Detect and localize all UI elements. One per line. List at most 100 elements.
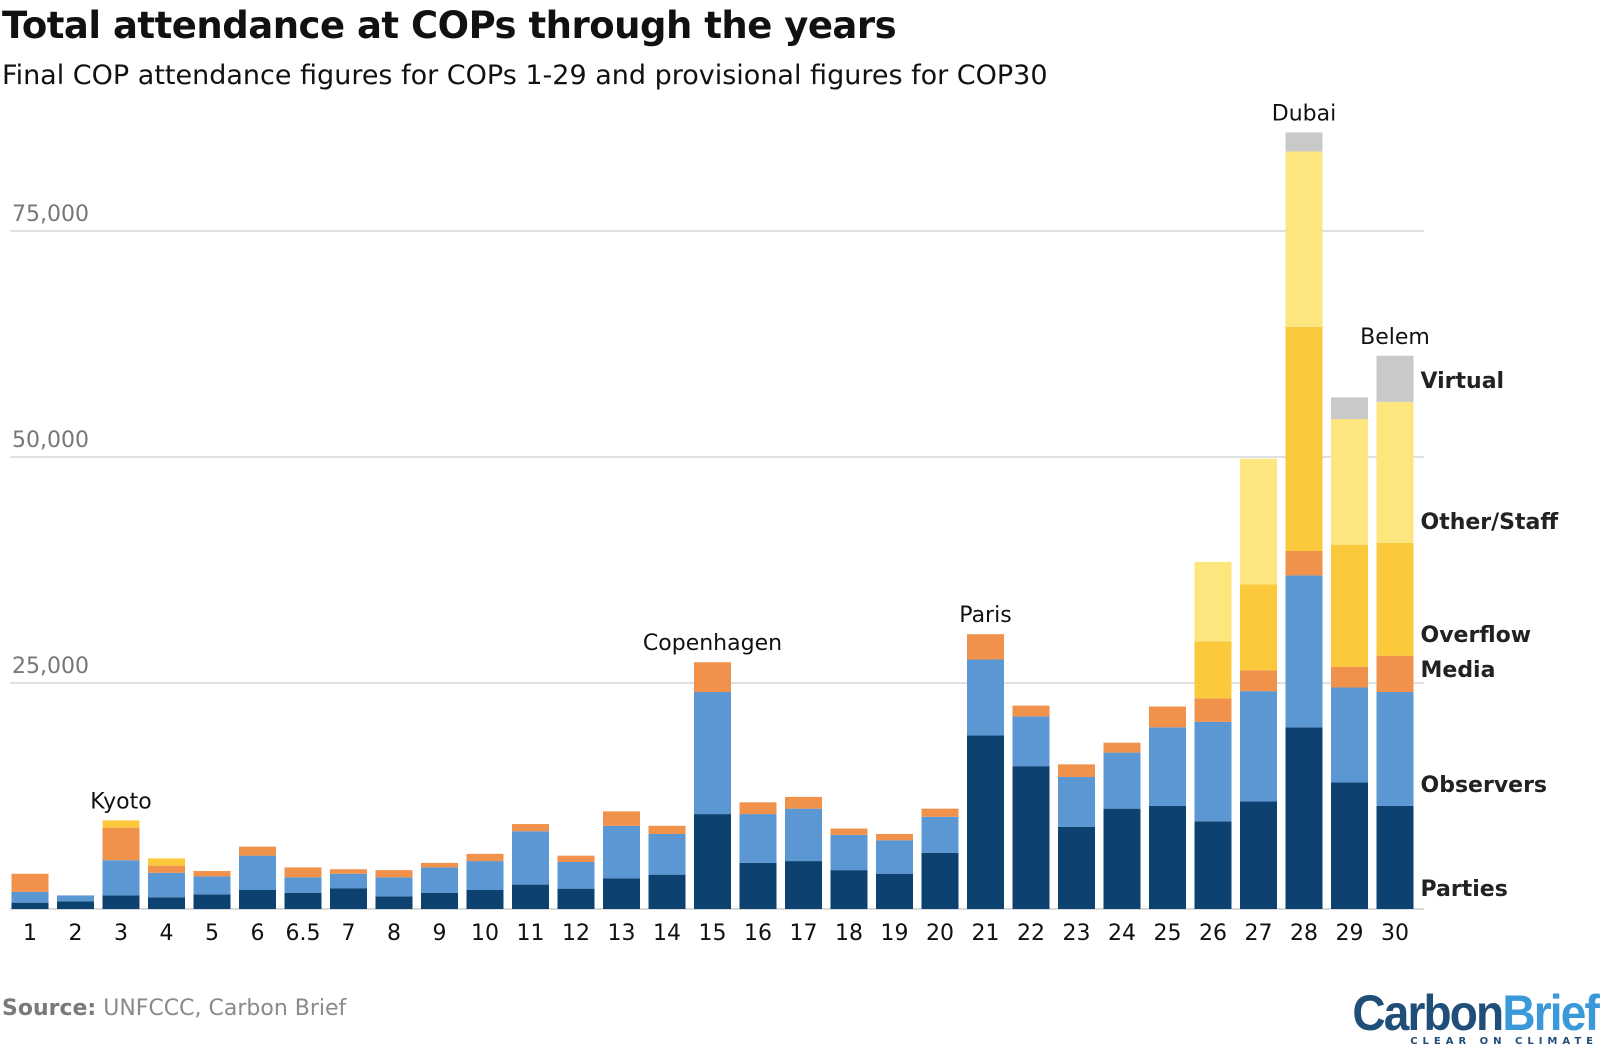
x-tick-label: 10 — [471, 921, 499, 946]
bar-segment-other-staff — [1194, 561, 1232, 642]
annotation-label: Kyoto — [90, 789, 151, 814]
bar-segment-observers — [1103, 752, 1141, 809]
bar-segment-observers — [694, 692, 731, 815]
bar-segment-media — [1103, 742, 1141, 753]
bar-segment-media — [967, 634, 1004, 660]
bar-segment-parties — [1376, 805, 1414, 909]
bar-segment-other-staff — [1240, 458, 1277, 585]
y-tick-label: 75,000 — [12, 202, 89, 227]
bar-segment-virtual — [1331, 397, 1368, 420]
bar-segment-other-staff — [1331, 419, 1368, 545]
x-tick-label: 17 — [790, 921, 818, 946]
bar-segment-parties — [1012, 766, 1050, 909]
bar-segment-parties — [239, 890, 276, 909]
logo-brief: Brief — [1502, 985, 1599, 1041]
x-tick-label: 12 — [562, 921, 590, 946]
bar-segment-media — [603, 811, 640, 826]
bar-segment-observers — [148, 872, 185, 898]
bar-segment-overflow — [1240, 584, 1277, 671]
bar-segment-observers — [1194, 721, 1232, 822]
bar-segment-parties — [830, 870, 868, 909]
x-tick-label: 4 — [160, 921, 174, 946]
chart-title: Total attendance at COPs through the yea… — [2, 4, 897, 47]
logo-tagline: CLEAR ON CLIMATE — [1410, 1036, 1598, 1047]
x-tick-label: 3 — [114, 921, 128, 946]
y-tick-label: 50,000 — [12, 428, 89, 453]
bar-segment-parties — [603, 878, 640, 909]
bar-segment-media — [1012, 705, 1050, 717]
bar-segment-observers — [102, 860, 140, 896]
bar-segment-parties — [739, 862, 777, 909]
x-tick-label: 9 — [433, 921, 447, 946]
bar-segment-observers — [57, 895, 94, 902]
bar-segment-observers — [1058, 777, 1095, 827]
bar-segment-observers — [648, 833, 686, 875]
bar-segment-other-staff — [1376, 401, 1414, 543]
bar-segment-observers — [284, 877, 322, 893]
bar-segment-overflow — [1194, 641, 1232, 699]
bar-segment-parties — [1285, 727, 1323, 909]
x-tick-label: 23 — [1063, 921, 1091, 946]
x-tick-label: 8 — [387, 921, 401, 946]
bar-segment-parties — [694, 814, 731, 909]
bar-segment-media — [148, 865, 185, 873]
bar-segment-media — [830, 828, 868, 835]
legend-label: Media — [1421, 658, 1496, 683]
bar-segment-overflow — [148, 858, 185, 866]
bar-segment-observers — [11, 891, 49, 903]
bar-segment-observers — [375, 877, 413, 897]
bar-segment-observers — [1376, 692, 1414, 806]
bar-segment-observers — [1240, 691, 1277, 802]
bar-segment-parties — [648, 874, 686, 909]
bar-segment-parties — [466, 890, 504, 909]
x-tick-label: 28 — [1290, 921, 1318, 946]
bar-segment-observers — [1012, 716, 1050, 767]
bar-segment-observers — [1285, 575, 1323, 728]
x-tick-label: 11 — [517, 921, 545, 946]
x-tick-label: 1 — [23, 921, 37, 946]
bar-segment-parties — [785, 861, 822, 909]
bar-segment-parties — [876, 873, 913, 909]
bar-segment-parties — [557, 888, 595, 909]
bar-segment-observers — [557, 861, 595, 889]
bar-segment-media — [648, 825, 686, 834]
bar-segment-observers — [330, 873, 367, 889]
x-tick-label: 30 — [1381, 921, 1409, 946]
legend-label: Other/Staff — [1421, 510, 1560, 535]
bar-segment-media — [921, 808, 959, 817]
bar-segment-parties — [1103, 808, 1141, 909]
bar-segment-observers — [785, 808, 822, 862]
bar-segment-parties — [421, 892, 458, 909]
bar-segment-parties — [148, 897, 185, 909]
annotation-label: Dubai — [1272, 101, 1336, 126]
legend-label: Observers — [1421, 773, 1548, 798]
bar-segment-parties — [512, 884, 549, 909]
bar-segment-parties — [193, 894, 231, 909]
bar-segment-media — [1240, 670, 1277, 692]
bar-segment-observers — [512, 831, 549, 885]
bar-segment-media — [11, 873, 49, 892]
bar-segment-observers — [1149, 727, 1186, 806]
x-tick-label: 22 — [1017, 921, 1045, 946]
bar-segment-parties — [375, 896, 413, 909]
x-tick-label: 6 — [251, 921, 265, 946]
bar-segment-other-staff — [1285, 151, 1323, 327]
x-tick-label: 27 — [1245, 921, 1273, 946]
bar-segment-parties — [1194, 821, 1232, 909]
bar-segment-media — [876, 833, 913, 841]
x-tick-label: 24 — [1108, 921, 1136, 946]
bar-segment-observers — [603, 825, 640, 879]
bar-segment-parties — [1331, 782, 1368, 909]
bar-segment-overflow — [1331, 544, 1368, 667]
bar-segment-media — [739, 802, 777, 815]
legend-label: Overflow — [1421, 623, 1532, 648]
bar-segment-media — [375, 870, 413, 878]
bar-segment-media — [193, 871, 231, 877]
bar-segment-observers — [739, 814, 777, 863]
bar-segment-overflow — [1376, 542, 1414, 656]
x-tick-label: 14 — [653, 921, 681, 946]
bar-segment-media — [239, 846, 276, 856]
bar-segment-parties — [330, 888, 367, 909]
bar-segment-observers — [830, 834, 868, 871]
